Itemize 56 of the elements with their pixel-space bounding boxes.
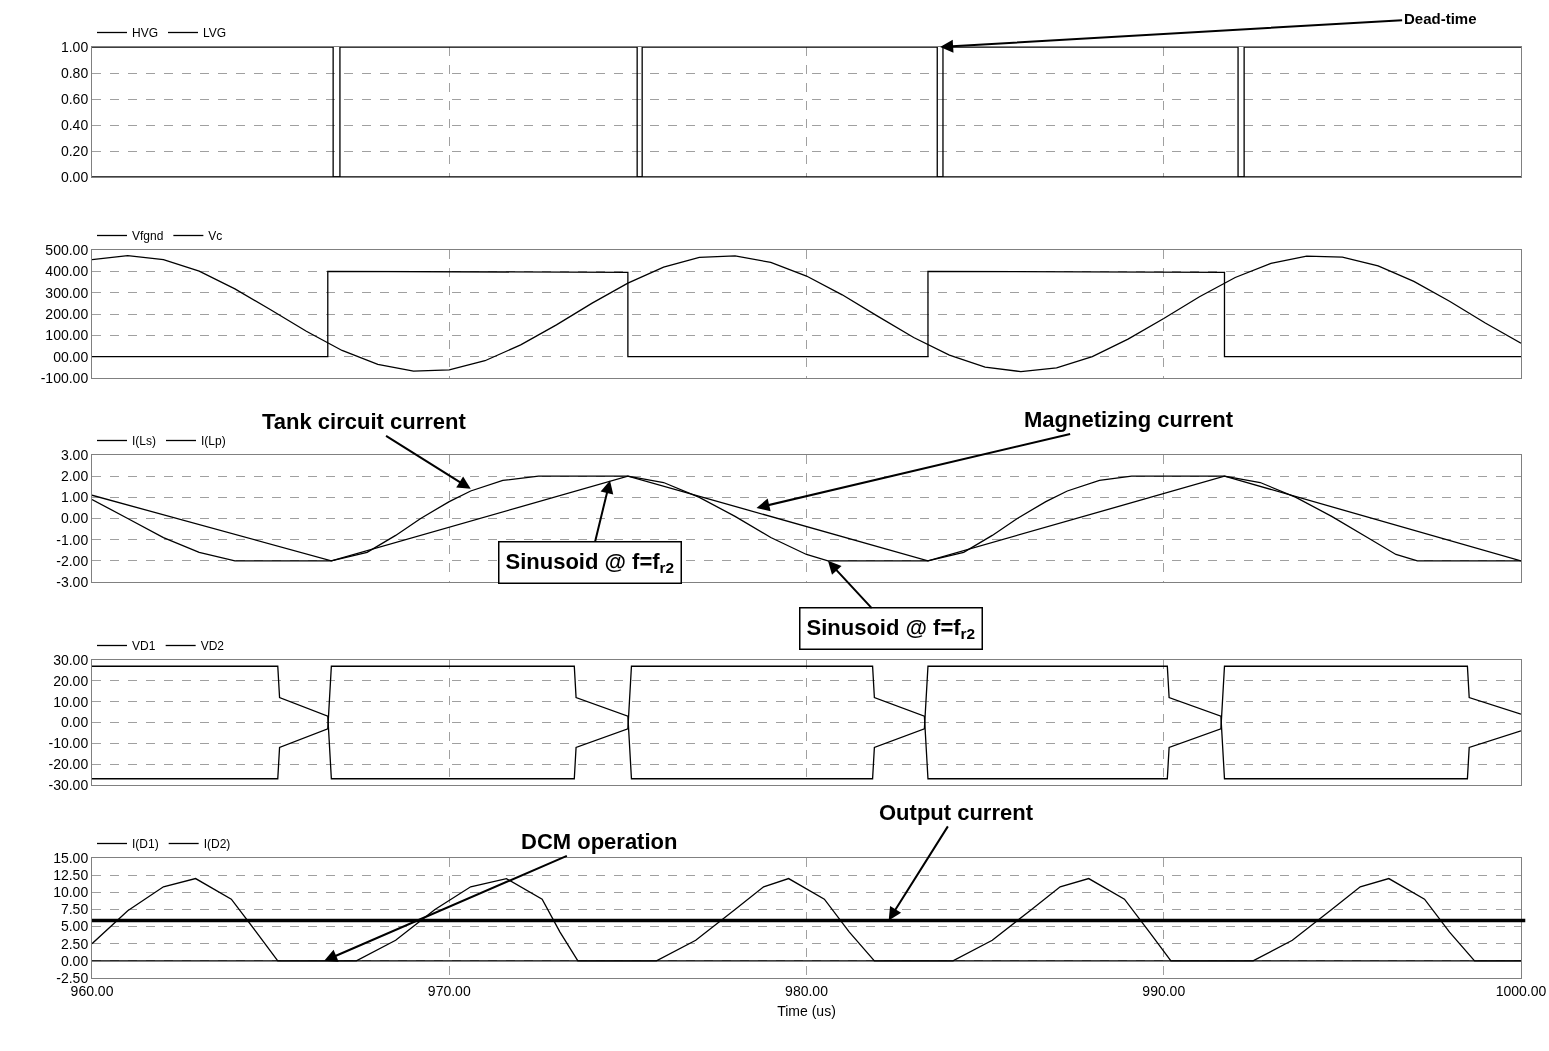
y-tick-label: -30.00 — [48, 776, 89, 793]
y-tick-label: 1.00 — [60, 38, 89, 55]
y-tick-label: -20.00 — [48, 756, 89, 773]
y-tick-label: 200.00 — [45, 305, 89, 322]
y-tick-label: 500.00 — [45, 241, 89, 258]
annotation: Sinusoid @ f=f$_{r2}$ — [505, 548, 675, 577]
x-tick-label: 990.00 — [1142, 982, 1186, 999]
y-tick-label: 7.50 — [60, 901, 89, 918]
y-tick-label: 0.00 — [60, 510, 89, 527]
legend-label: VD2 — [200, 639, 225, 654]
y-tick-label: 30.00 — [53, 651, 89, 668]
y-tick-label: 12.50 — [53, 867, 89, 884]
legend-label: I(D2) — [203, 837, 231, 852]
legend-label: I(Ls) — [132, 434, 156, 449]
y-tick-label: 0.20 — [60, 142, 89, 159]
y-tick-label: 0.00 — [60, 952, 89, 969]
y-tick-label: 400.00 — [45, 263, 89, 280]
annotation: Dead-time — [1404, 10, 1477, 27]
y-tick-label: -100.00 — [40, 369, 89, 386]
x-tick-label: 1000.00 — [1495, 982, 1547, 999]
y-tick-label: 0.00 — [60, 168, 89, 185]
y-tick-label: 20.00 — [53, 672, 89, 689]
annotation: Tank circuit current — [262, 409, 467, 434]
y-tick-label: 00.00 — [53, 348, 89, 365]
y-tick-label: -1.00 — [56, 531, 89, 548]
y-tick-label: 2.50 — [60, 935, 89, 952]
legend-label: Vfgnd — [132, 229, 164, 244]
y-tick-label: 0.00 — [60, 714, 89, 731]
y-tick-label: 0.60 — [60, 90, 89, 107]
y-tick-label: 0.80 — [60, 64, 89, 81]
y-tick-label: 0.40 — [60, 116, 89, 133]
y-tick-label: 10.00 — [53, 693, 89, 710]
y-tick-label: 15.00 — [53, 849, 89, 866]
y-tick-label: -3.00 — [56, 573, 89, 590]
y-tick-label: 100.00 — [45, 327, 89, 344]
annotation: DCM operation — [521, 829, 678, 854]
annotation: Sinusoid @ f=f$_{r2}$ — [806, 614, 976, 643]
y-tick-label: 10.00 — [53, 884, 89, 901]
y-tick-label: 3.00 — [60, 446, 89, 463]
x-axis-title: Time (us) — [777, 1003, 836, 1020]
y-tick-label: 1.00 — [60, 489, 89, 506]
x-tick-label: 970.00 — [427, 982, 471, 999]
y-tick-label: -10.00 — [48, 735, 89, 752]
legend-label: LVG — [203, 26, 227, 41]
legend-label: HVG — [132, 26, 159, 41]
y-tick-label: 300.00 — [45, 284, 89, 301]
y-tick-label: -2.00 — [56, 552, 89, 569]
y-tick-label: 2.00 — [60, 468, 89, 485]
legend-label: VD1 — [132, 639, 156, 654]
annotation: Output current — [879, 800, 1034, 825]
y-tick-label: 5.00 — [60, 918, 89, 935]
annotation: Magnetizing current — [1024, 407, 1234, 432]
legend-label: I(Lp) — [201, 434, 226, 449]
legend-label: I(D1) — [132, 837, 159, 852]
x-tick-label: 980.00 — [785, 982, 829, 999]
legend-label: Vc — [208, 229, 223, 244]
